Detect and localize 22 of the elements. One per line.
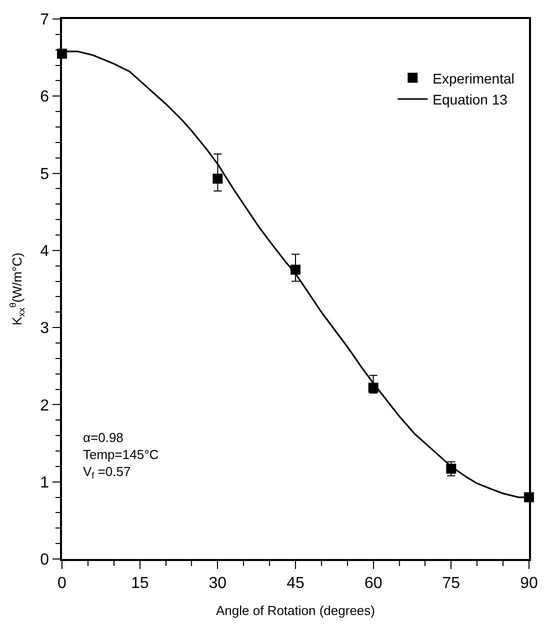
y-tick-label: 7 bbox=[40, 12, 50, 29]
annotation: V$_{f}$ =0.57 bbox=[83, 464, 131, 481]
x-tick-label: 90 bbox=[520, 574, 538, 592]
annotation: Temp=145°C bbox=[83, 446, 159, 462]
x-tick-label: 75 bbox=[442, 574, 460, 592]
x-tick-label: 15 bbox=[130, 574, 149, 592]
y-tick-label: 5 bbox=[40, 166, 50, 183]
point bbox=[212, 174, 223, 184]
legend-label: Equation 13 bbox=[432, 91, 508, 108]
y-tick-label: 3 bbox=[40, 320, 50, 338]
y-tick-label: 4 bbox=[40, 243, 50, 260]
y-tick-label: 1 bbox=[40, 474, 50, 492]
x-axis-title: Angle of Rotation (degrees) bbox=[216, 603, 375, 618]
x-tick-label: 60 bbox=[364, 574, 382, 592]
annotation: α=0.98 bbox=[83, 430, 124, 445]
x-tick-label: 45 bbox=[286, 574, 304, 592]
x-tick-label: 30 bbox=[208, 574, 227, 592]
y-tick-label: 6 bbox=[40, 88, 50, 106]
y-tick-label: 2 bbox=[40, 397, 50, 414]
legend-label: Experimental bbox=[432, 70, 514, 86]
y-tick-label: 0 bbox=[40, 552, 50, 569]
x-tick-label: 0 bbox=[58, 574, 67, 592]
